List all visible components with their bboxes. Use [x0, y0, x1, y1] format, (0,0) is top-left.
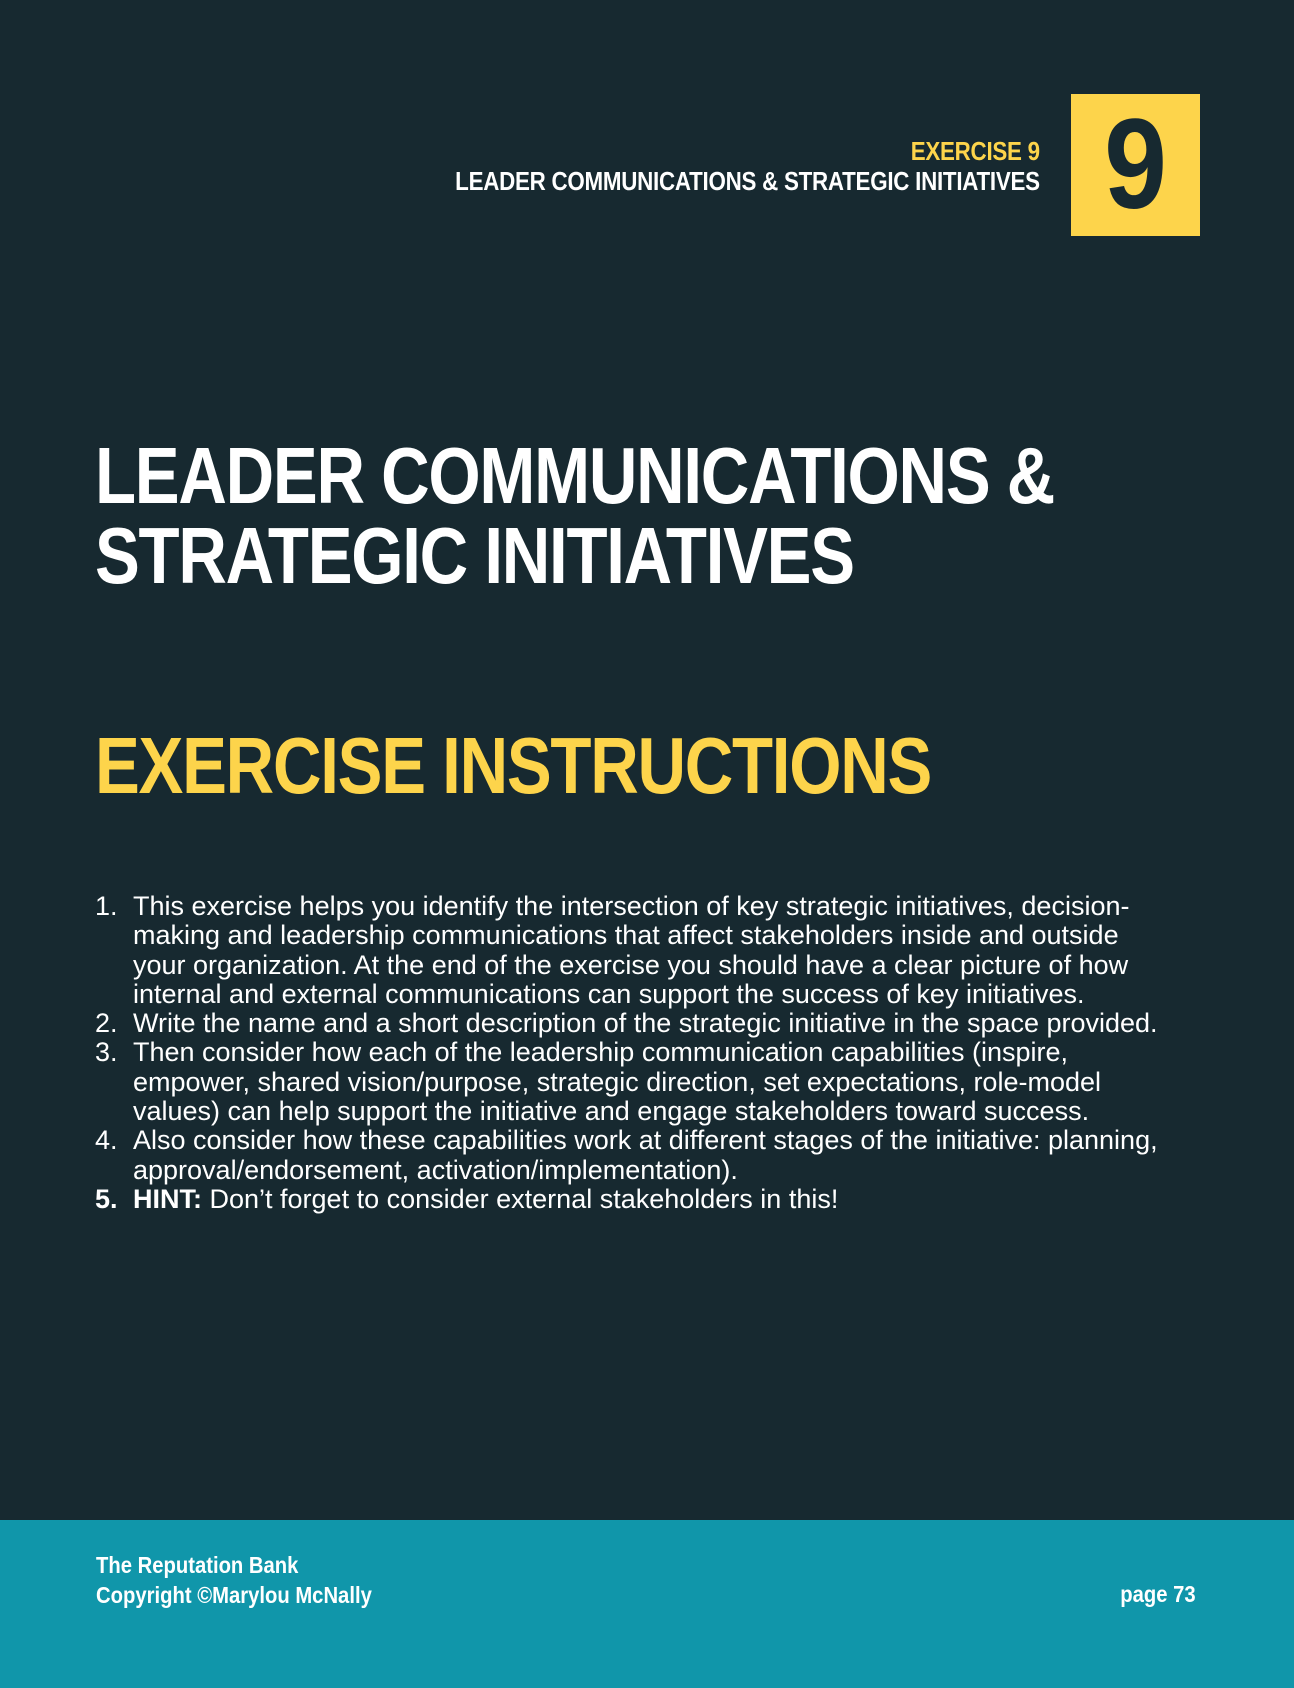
page-title-line-1: LEADER COMMUNICATIONS &	[95, 431, 1055, 520]
instruction-item: 3. Then consider how each of the leaders…	[95, 1038, 1175, 1126]
page-title: LEADER COMMUNICATIONS & STRATEGIC INITIA…	[95, 436, 1103, 596]
exercise-subtitle: LEADER COMMUNICATIONS & STRATEGIC INITIA…	[455, 166, 1040, 196]
instruction-text: This exercise helps you identify the int…	[133, 891, 1130, 1009]
instruction-number: 1.	[95, 891, 118, 921]
page-title-line-2: STRATEGIC INITIATIVES	[95, 511, 855, 600]
copyright-notice: Copyright ©Marylou McNally	[96, 1582, 372, 1608]
page-footer: The Reputation Bank Copyright ©Marylou M…	[0, 1520, 1294, 1688]
section-heading: EXERCISE INSTRUCTIONS	[95, 721, 932, 810]
instruction-item: 2. Write the name and a short descriptio…	[95, 1008, 1175, 1039]
instruction-item: 1. This exercise helps you identify the …	[95, 891, 1175, 1009]
instruction-text: Write the name and a short description o…	[133, 1008, 1158, 1039]
footer-credits: The Reputation Bank Copyright ©Marylou M…	[96, 1550, 372, 1610]
instruction-text: Also consider how these capabilities wor…	[133, 1125, 1158, 1185]
instruction-text: Don’t forget to consider external stakeh…	[202, 1183, 839, 1214]
instruction-number: 4.	[95, 1125, 118, 1156]
page-number: page 73	[1120, 1581, 1196, 1607]
instructions-list: 1. This exercise helps you identify the …	[95, 891, 1175, 1214]
instruction-number: 2.	[95, 1008, 118, 1039]
instruction-item: 4. Also consider how these capabilities …	[95, 1126, 1175, 1185]
book-title: The Reputation Bank	[96, 1552, 299, 1578]
instruction-item: 5. HINT: Don’t forget to consider extern…	[95, 1183, 1175, 1214]
instruction-number: 3.	[95, 1037, 118, 1068]
instruction-text: Then consider how each of the leadership…	[133, 1037, 1101, 1127]
hint-label: HINT:	[133, 1183, 202, 1214]
exercise-label: EXERCISE 9	[910, 136, 1040, 166]
exercise-number-badge: 9	[1071, 94, 1200, 236]
exercise-number: 9	[1104, 93, 1167, 236]
instruction-number: 5.	[95, 1183, 118, 1214]
exercise-header: EXERCISE 9 LEADER COMMUNICATIONS & STRAT…	[455, 136, 1040, 196]
